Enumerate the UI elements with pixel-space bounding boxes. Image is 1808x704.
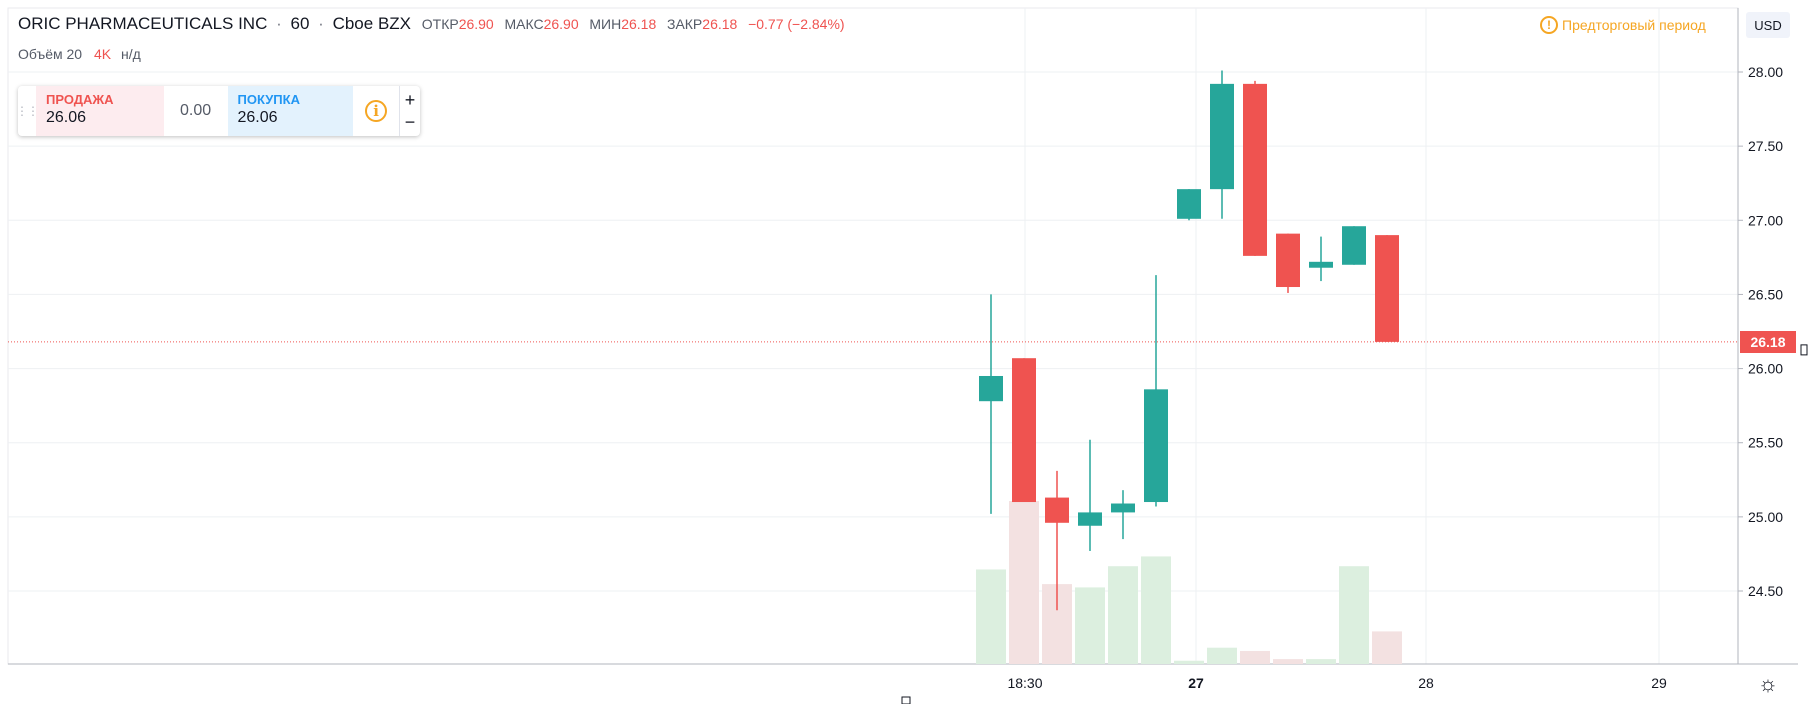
high-value: 26.90 xyxy=(543,16,579,32)
volume-bar xyxy=(1306,659,1336,664)
y-tick-label: 25.00 xyxy=(1748,509,1783,525)
currency-badge[interactable]: USD xyxy=(1746,12,1790,38)
volume-bar xyxy=(1141,556,1171,664)
candle-body xyxy=(1177,189,1201,219)
sell-price: 26.06 xyxy=(46,109,87,126)
minus-icon[interactable]: − xyxy=(404,112,416,132)
buy-price: 26.06 xyxy=(237,109,278,126)
y-tick-label: 26.50 xyxy=(1748,286,1783,302)
drag-handle-icon[interactable]: ⋮⋮ xyxy=(16,104,39,118)
sell-button[interactable]: ПРОДАЖА 26.06 xyxy=(36,86,164,136)
low-label: МИН xyxy=(589,16,622,32)
spread-value: 0.00 xyxy=(180,102,212,119)
buy-button[interactable]: ПОКУПКА 26.06 xyxy=(227,86,354,136)
y-tick-label: 24.50 xyxy=(1748,583,1783,599)
y-tick-label: 27.50 xyxy=(1748,138,1783,154)
separator: · xyxy=(318,14,324,33)
y-tick-label: 28.00 xyxy=(1748,64,1783,80)
candle-body xyxy=(1144,389,1168,503)
x-tick-label: 28 xyxy=(1418,675,1434,691)
y-tick-label: 27.00 xyxy=(1748,212,1783,228)
x-tick-label: 27 xyxy=(1188,675,1204,691)
symbol-name[interactable]: ORIC PHARMACEUTICALS INC xyxy=(18,14,268,33)
x-tick-label: 18:30 xyxy=(1007,675,1042,691)
separator: · xyxy=(276,14,282,33)
candle-body xyxy=(1012,358,1036,503)
volume-bar xyxy=(1273,659,1303,664)
candle-body xyxy=(979,375,1003,402)
candle-body xyxy=(1309,261,1333,268)
y-tick-label: 25.50 xyxy=(1748,435,1783,451)
volume-legend: Объём 20 4K н/д xyxy=(18,46,141,62)
low-value: 26.18 xyxy=(621,16,657,32)
volume-bar xyxy=(1372,631,1402,664)
premarket-status[interactable]: ! Предторговый период xyxy=(1540,16,1706,34)
volume-bar xyxy=(976,569,1006,664)
volume-bar xyxy=(1108,566,1138,664)
candle-body xyxy=(1276,233,1300,288)
trade-panel: ⋮⋮ ПРОДАЖА 26.06 0.00 ПОКУПКА 26.06 i + … xyxy=(16,86,420,136)
info-button[interactable]: i xyxy=(353,86,399,136)
settings-gear-icon[interactable]: ☼ xyxy=(1757,671,1779,696)
volume-bar xyxy=(1240,650,1270,664)
premarket-text: Предторговый период xyxy=(1562,17,1706,33)
volume-value: 4K xyxy=(93,46,112,62)
interval[interactable]: 60 xyxy=(290,14,310,33)
volume-bar xyxy=(1339,566,1369,664)
volume-bar xyxy=(1075,587,1105,664)
candle-body xyxy=(1342,226,1366,265)
x-tick-label: 29 xyxy=(1651,675,1667,691)
high-label: МАКС xyxy=(504,16,544,32)
y-tick-label: 26.00 xyxy=(1748,361,1783,377)
volume-bar xyxy=(1009,501,1039,664)
volume-bar xyxy=(1207,647,1237,664)
candle-body xyxy=(1210,83,1234,190)
candle-body xyxy=(1375,235,1399,342)
symbol-legend: ORIC PHARMACEUTICALS INC · 60 · Cboe BZX… xyxy=(18,14,845,34)
open-value: 26.90 xyxy=(458,16,494,32)
close-label: ЗАКР xyxy=(666,16,703,32)
candle-body xyxy=(1045,497,1069,523)
volume-bar xyxy=(1174,660,1204,664)
last-price-label: 26.18 xyxy=(1740,330,1796,353)
sell-label: ПРОДАЖА xyxy=(46,92,114,107)
candle-body xyxy=(1243,83,1267,256)
open-label: ОТКР xyxy=(421,16,459,32)
plus-icon[interactable]: + xyxy=(404,90,416,110)
candle-body xyxy=(1111,503,1135,513)
crosshair-marker xyxy=(1800,344,1808,356)
change-value: −0.77 (−2.84%) xyxy=(748,16,845,32)
warning-icon: ! xyxy=(1540,16,1558,34)
volume-na: н/д xyxy=(120,46,141,62)
close-value: 26.18 xyxy=(702,16,738,32)
crosshair-marker xyxy=(901,696,911,704)
exchange: Cboe BZX xyxy=(332,14,412,33)
quantity-stepper: + − xyxy=(399,86,420,136)
info-icon: i xyxy=(365,100,388,122)
buy-label: ПОКУПКА xyxy=(237,92,300,107)
candle-body xyxy=(1078,512,1102,526)
volume-label[interactable]: Объём 20 xyxy=(18,46,83,62)
